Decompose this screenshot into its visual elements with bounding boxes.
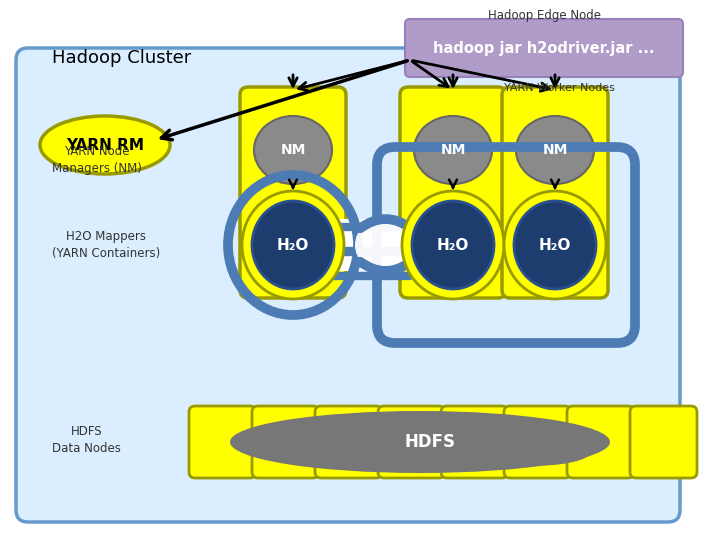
Ellipse shape <box>250 426 370 464</box>
Text: H₂O: H₂O <box>539 238 571 253</box>
FancyBboxPatch shape <box>252 406 319 478</box>
Ellipse shape <box>514 201 596 289</box>
Text: YARN Node
Managers (NM): YARN Node Managers (NM) <box>52 145 142 175</box>
Ellipse shape <box>254 116 332 184</box>
Text: NM: NM <box>542 143 567 157</box>
Ellipse shape <box>402 191 504 299</box>
Text: H2O Mappers
(YARN Containers): H2O Mappers (YARN Containers) <box>52 230 161 260</box>
Text: NM: NM <box>441 143 466 157</box>
FancyBboxPatch shape <box>16 48 680 522</box>
FancyBboxPatch shape <box>441 406 508 478</box>
Text: Hadoop Cluster: Hadoop Cluster <box>52 49 192 67</box>
Ellipse shape <box>230 411 610 473</box>
FancyBboxPatch shape <box>378 406 445 478</box>
Text: HDFS: HDFS <box>405 433 456 451</box>
Ellipse shape <box>414 116 492 184</box>
FancyBboxPatch shape <box>504 406 571 478</box>
Ellipse shape <box>516 116 594 184</box>
Text: HDFS
Data Nodes: HDFS Data Nodes <box>52 425 121 455</box>
Text: YARN Worker Nodes: YARN Worker Nodes <box>504 83 615 93</box>
FancyBboxPatch shape <box>315 406 382 478</box>
FancyBboxPatch shape <box>189 406 256 478</box>
FancyBboxPatch shape <box>630 406 697 478</box>
FancyBboxPatch shape <box>400 87 506 298</box>
Ellipse shape <box>242 191 344 299</box>
Ellipse shape <box>412 201 494 289</box>
Ellipse shape <box>252 201 334 289</box>
Ellipse shape <box>40 116 170 174</box>
FancyBboxPatch shape <box>240 87 346 298</box>
Text: Hadoop Edge Node: Hadoop Edge Node <box>487 9 600 22</box>
FancyBboxPatch shape <box>302 219 418 271</box>
Text: NM: NM <box>280 143 306 157</box>
FancyBboxPatch shape <box>405 19 683 77</box>
Ellipse shape <box>355 218 415 273</box>
Ellipse shape <box>485 430 595 465</box>
Text: H₂O: H₂O <box>437 238 469 253</box>
Text: hadoop jar h2odriver.jar ...: hadoop jar h2odriver.jar ... <box>433 40 654 56</box>
FancyBboxPatch shape <box>567 406 634 478</box>
Text: YARN RM: YARN RM <box>66 138 144 152</box>
Ellipse shape <box>504 191 606 299</box>
FancyBboxPatch shape <box>502 87 608 298</box>
Text: H₂O: H₂O <box>276 238 309 253</box>
